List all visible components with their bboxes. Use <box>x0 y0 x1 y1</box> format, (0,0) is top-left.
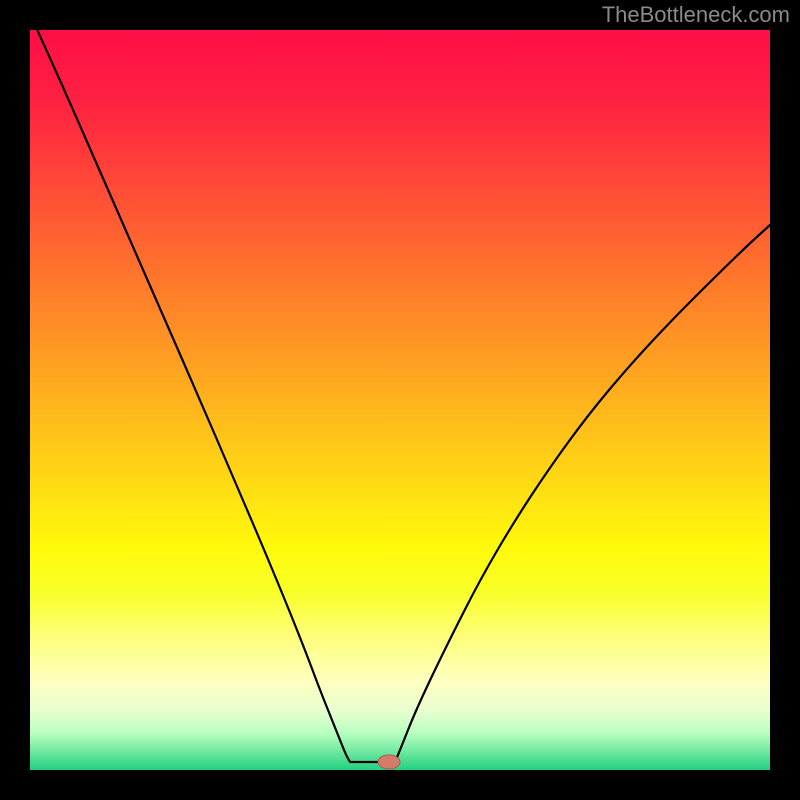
bottleneck-chart <box>0 0 800 800</box>
watermark-text: TheBottleneck.com <box>602 2 790 28</box>
plot-background <box>30 30 770 770</box>
optimal-point-marker <box>378 755 400 769</box>
chart-container: { "chart": { "type": "line-on-gradient",… <box>0 0 800 800</box>
